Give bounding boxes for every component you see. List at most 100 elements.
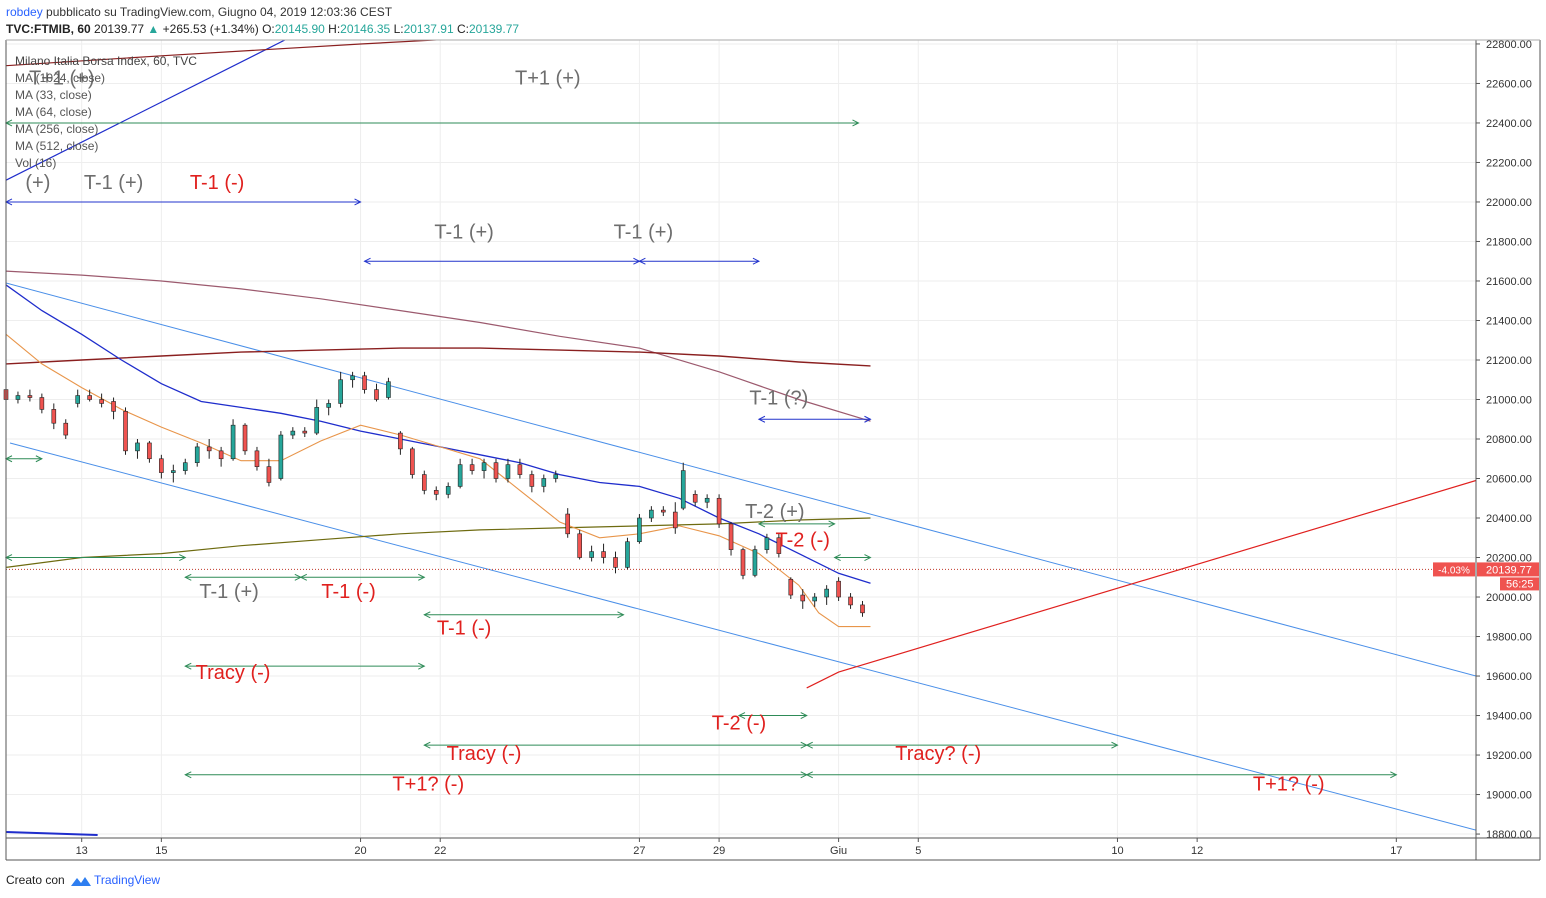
candle	[135, 439, 140, 459]
volume-stub	[6, 831, 98, 836]
candle-body	[51, 409, 57, 424]
candle	[410, 446, 415, 479]
annotation-label: Tracy (-)	[447, 743, 522, 765]
candle-body	[123, 411, 128, 452]
candle	[15, 391, 21, 404]
candle-body	[601, 551, 606, 558]
y-tick-label: 22400.00	[1486, 118, 1532, 130]
x-tick-label: 27	[633, 845, 645, 857]
x-tick-label: 15	[155, 845, 167, 857]
candle	[350, 371, 355, 388]
candle	[39, 393, 45, 414]
candle-body	[302, 430, 308, 434]
legend-item-ma64[interactable]: MA (64, close)	[15, 105, 92, 119]
candle-body	[111, 401, 116, 412]
y-tick-label: 21600.00	[1486, 276, 1532, 288]
countdown-badge	[1500, 577, 1539, 591]
annotation-label: (+)	[25, 172, 50, 194]
candle-body	[410, 448, 415, 475]
arrow-t1-minus-a-head-right	[418, 573, 426, 581]
candle-body	[505, 464, 511, 479]
candle-body	[242, 424, 248, 452]
candle	[302, 427, 308, 438]
arrow-t1-plus-bottom-head-left	[184, 573, 192, 581]
open-value: 20145.90	[274, 22, 325, 36]
annotation-arrows	[4, 119, 1398, 779]
candle-body	[171, 470, 176, 473]
annotation-label: T-1 (?)	[749, 387, 808, 409]
candle	[836, 577, 841, 601]
candle	[553, 470, 559, 483]
candle	[672, 502, 678, 534]
candle	[824, 585, 829, 605]
annotation-label: T-1 (+)	[434, 222, 493, 244]
arrow-t1q-b-head-left	[805, 771, 813, 779]
arrow-t2-minus-head-right	[864, 554, 872, 561]
candle-body	[421, 474, 427, 491]
annotation-label: Tracy (-)	[196, 662, 271, 684]
arrow-t1-plus-b-head-left	[638, 257, 646, 265]
candle	[362, 371, 367, 394]
candlestick-series	[3, 371, 865, 617]
tradingview-logo-icon	[71, 876, 92, 886]
tradingview-link[interactable]: TradingView	[94, 873, 161, 887]
candle-body	[848, 596, 853, 606]
candle-body	[99, 399, 104, 404]
arrow-t2-minus-b-head-left	[737, 712, 746, 719]
y-tick-label: 18800.00	[1486, 829, 1532, 841]
y-tick-label: 21800.00	[1486, 236, 1532, 248]
candle	[63, 419, 69, 439]
candle	[182, 458, 188, 475]
candle	[51, 403, 57, 430]
candle	[776, 533, 782, 558]
candle-body	[469, 464, 475, 471]
open-label: O:	[262, 22, 275, 36]
arrow-t1q-b-head-right	[1390, 771, 1398, 779]
arrow-t1-plus-b-head-right	[752, 257, 761, 265]
low-value: 20137.91	[403, 22, 454, 36]
candle	[752, 545, 758, 578]
legend-item-ma33[interactable]: MA (33, close)	[15, 88, 92, 102]
candle-body	[637, 517, 642, 543]
candle-body	[752, 549, 758, 576]
candle	[577, 529, 582, 560]
candle	[290, 427, 296, 439]
candle-body	[457, 464, 463, 487]
annotation-label: T-1 (-)	[437, 618, 491, 640]
candle-body	[740, 549, 746, 576]
legend-item-ma256[interactable]: MA (256, close)	[15, 122, 99, 136]
legend-item-ma512[interactable]: MA (512, close)	[15, 139, 99, 153]
candle	[338, 371, 343, 408]
legend-title: Milano Italia Borsa Index, 60, TVC	[15, 54, 197, 68]
candle-body	[661, 509, 666, 513]
candle-body	[553, 474, 559, 479]
arrow-t2-minus-head-left	[833, 554, 841, 561]
legend-item-ma1024[interactable]: MA (1024, close)	[15, 71, 106, 85]
candle	[613, 551, 618, 574]
candle-body	[680, 470, 686, 509]
candle-body	[386, 381, 391, 398]
legend-item-vol[interactable]: Vol (16)	[15, 156, 57, 170]
high-label: H:	[328, 22, 341, 36]
candle	[374, 383, 379, 402]
arrow-t2-plus-head-left	[757, 520, 766, 528]
annotation-label: T-1 (-)	[190, 172, 244, 194]
candle	[481, 458, 487, 479]
candle	[326, 399, 331, 416]
candle-body	[218, 450, 224, 460]
candle-body	[278, 434, 284, 479]
candle	[314, 399, 320, 436]
y-tick-label: 20000.00	[1486, 592, 1532, 604]
annotation-label: Tracy? (-)	[895, 743, 981, 765]
candle	[589, 545, 594, 562]
candle	[788, 577, 794, 599]
y-tick-label: 19800.00	[1486, 632, 1532, 644]
ma512-top-segment	[6, 40, 447, 67]
y-tick-label: 22000.00	[1486, 197, 1532, 209]
candle	[860, 600, 865, 617]
candle	[421, 470, 427, 495]
author-name[interactable]: robdey	[6, 5, 43, 19]
candle-body	[577, 533, 582, 558]
candle-body	[672, 511, 678, 529]
